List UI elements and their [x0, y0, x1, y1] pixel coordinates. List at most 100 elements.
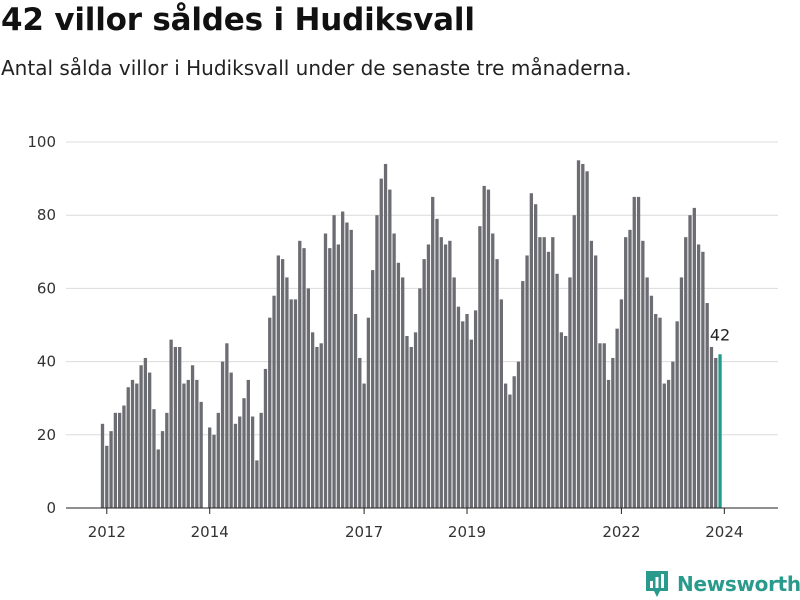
bar — [379, 178, 383, 508]
bar — [628, 229, 632, 508]
bar — [199, 401, 203, 508]
bar — [615, 328, 619, 508]
bar — [263, 368, 268, 508]
bar — [469, 339, 473, 508]
bar — [238, 416, 242, 508]
bar — [212, 434, 216, 508]
bar-latest — [718, 354, 722, 508]
bar — [233, 423, 238, 508]
bar — [319, 343, 323, 508]
bar — [508, 394, 512, 508]
bar — [619, 299, 624, 508]
y-tick-label: 20 — [37, 426, 56, 444]
bar — [512, 376, 516, 508]
bar — [405, 335, 409, 508]
bar — [486, 189, 491, 508]
bar — [298, 240, 302, 508]
bar — [126, 387, 130, 508]
bar — [285, 277, 289, 508]
bar — [546, 251, 551, 509]
gridlines — [66, 141, 778, 436]
y-tick-label: 80 — [37, 206, 56, 224]
bar — [139, 365, 143, 508]
bar — [684, 237, 688, 508]
bar — [105, 445, 109, 508]
bar — [332, 215, 336, 508]
bar — [465, 314, 469, 508]
brand-logo[interactable]: Newsworthy — [644, 569, 800, 599]
last-value-label: 42 — [710, 325, 730, 344]
x-tick-label: 2012 — [88, 523, 126, 541]
y-tick-label: 100 — [27, 133, 56, 151]
bar — [100, 423, 105, 508]
bar — [310, 332, 315, 508]
bar — [178, 346, 182, 508]
x-tick-label: 2022 — [602, 523, 640, 541]
bar — [396, 262, 401, 508]
bar — [195, 379, 199, 508]
y-tick-label: 60 — [37, 279, 56, 297]
bar — [220, 361, 225, 508]
bar — [473, 310, 478, 508]
bar — [636, 196, 641, 508]
bar — [341, 211, 345, 509]
bar — [572, 215, 576, 508]
bar — [709, 346, 714, 508]
bar — [383, 163, 388, 508]
bar — [551, 237, 555, 508]
bar — [345, 222, 349, 508]
bar — [503, 383, 508, 508]
bar — [529, 193, 533, 509]
bar — [594, 255, 598, 508]
bar — [173, 346, 178, 508]
bar — [482, 185, 486, 509]
bar — [632, 196, 636, 508]
bar — [696, 244, 701, 509]
bar — [156, 449, 160, 508]
bar — [268, 317, 272, 508]
bar — [679, 277, 684, 508]
bars — [100, 160, 722, 509]
bar — [624, 237, 628, 508]
bar — [688, 215, 692, 508]
bar — [658, 317, 662, 508]
bar — [576, 160, 581, 509]
y-axis-ticks: 0 20 40 60 80 100 — [27, 133, 56, 517]
bar — [666, 379, 671, 508]
bar — [353, 314, 358, 508]
bar — [328, 248, 332, 508]
bar — [426, 244, 431, 509]
bar — [375, 215, 379, 508]
x-tick-label: 2019 — [448, 523, 486, 541]
bar — [109, 431, 113, 508]
bar — [443, 244, 448, 509]
bar — [516, 361, 521, 508]
bar — [358, 357, 362, 508]
y-tick-label: 0 — [46, 499, 56, 517]
bar — [701, 251, 705, 509]
bar — [533, 204, 538, 508]
x-tick-label: 2014 — [191, 523, 229, 541]
bar — [456, 306, 461, 508]
bar — [242, 398, 246, 508]
bar — [349, 229, 353, 508]
bar — [169, 339, 173, 508]
bar — [280, 259, 285, 508]
bar — [692, 207, 696, 508]
bar — [589, 240, 594, 508]
chart-title: 42 villor såldes i Hudiksvall — [1, 2, 475, 38]
bar — [152, 409, 156, 508]
bar — [568, 277, 572, 508]
bar — [448, 240, 452, 508]
bar — [289, 299, 293, 508]
bar — [113, 412, 118, 508]
bar — [422, 259, 426, 508]
bar — [705, 303, 709, 508]
bar — [409, 346, 413, 508]
bar — [336, 244, 341, 509]
bar — [165, 412, 169, 508]
bar — [641, 240, 645, 508]
newsworthy-logo-icon — [646, 571, 668, 597]
bar — [160, 431, 165, 508]
